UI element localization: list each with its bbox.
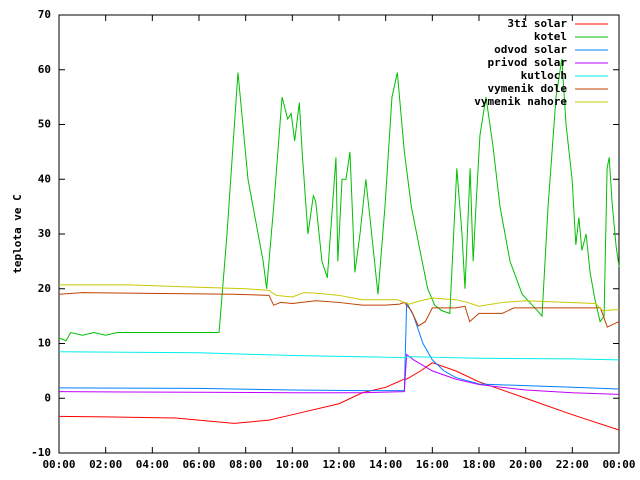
x-tick-label: 16:00 (416, 458, 449, 471)
x-tick-label: 22:00 (556, 458, 589, 471)
y-tick-label: -10 (31, 446, 51, 459)
legend-label: odvod solar (494, 43, 567, 56)
legend-label: kotel (534, 30, 567, 43)
series-line (58, 351, 620, 361)
series-line (59, 284, 620, 312)
series-line (58, 58, 620, 342)
y-tick-label: 70 (38, 8, 51, 21)
series-line (58, 302, 620, 392)
series-line (58, 292, 620, 328)
legend-label: vymenik nahore (474, 95, 567, 108)
y-tick-label: 0 (44, 391, 51, 404)
x-tick-label: 18:00 (462, 458, 495, 471)
y-tick-label: 10 (38, 337, 51, 350)
plot-border (58, 14, 620, 454)
series-line (58, 353, 620, 395)
x-tick-label: 00:00 (602, 458, 635, 471)
y-tick-label: 50 (38, 118, 51, 131)
legend-label: privod solar (488, 56, 568, 69)
x-tick-label: 02:00 (89, 458, 122, 471)
x-tick-label: 08:00 (229, 458, 262, 471)
x-tick-label: 06:00 (182, 458, 215, 471)
x-tick-label: 04:00 (136, 458, 169, 471)
y-tick-label: 20 (38, 282, 51, 295)
x-tick-label: 12:00 (322, 458, 355, 471)
x-tick-label: 10:00 (276, 458, 309, 471)
y-tick-label: 40 (38, 172, 51, 185)
legend-label: 3ti solar (507, 17, 567, 30)
y-axis-label: teplota ve C (11, 194, 24, 273)
x-tick-label: 20:00 (509, 458, 542, 471)
x-tick-label: 14:00 (369, 458, 402, 471)
y-tick-label: 60 (38, 63, 51, 76)
legend-label: kutloch (521, 69, 567, 82)
legend-label: vymenik dole (488, 82, 568, 95)
y-tick-label: 30 (38, 227, 51, 240)
x-tick-label: 00:00 (42, 458, 75, 471)
series-line (58, 362, 620, 431)
